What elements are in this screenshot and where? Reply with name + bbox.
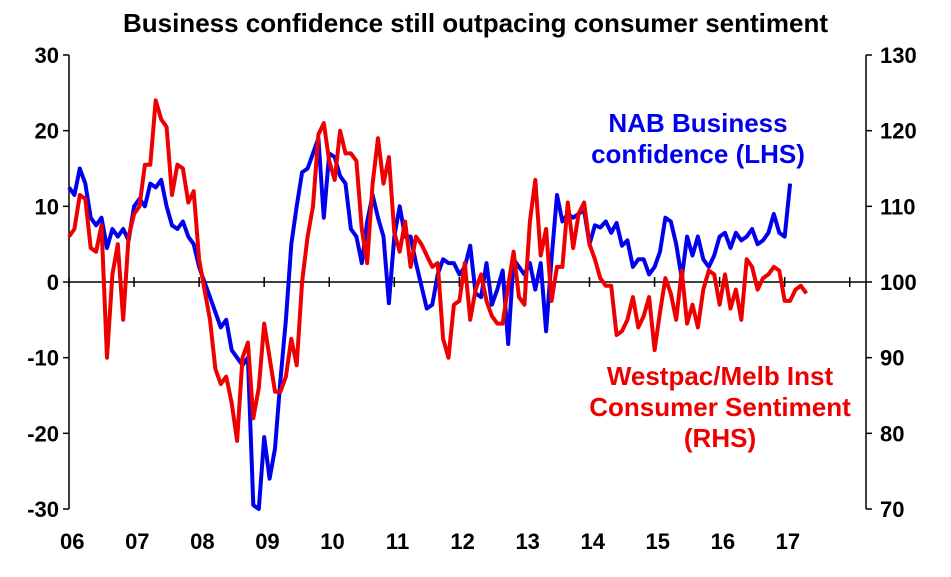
- series-line: [67, 98, 809, 443]
- x-tick-label: 08: [190, 529, 214, 554]
- series-label: Westpac/Melb Inst: [607, 361, 834, 391]
- x-tick-label: 09: [255, 529, 279, 554]
- y-right-tick-label: 100: [880, 270, 917, 295]
- y-right-tick-label: 80: [880, 421, 904, 446]
- y-left-tick-label: 20: [35, 119, 59, 144]
- series-label: Consumer Sentiment: [589, 392, 851, 422]
- x-tick-label: 06: [60, 529, 84, 554]
- y-left-tick-label: -10: [27, 346, 59, 371]
- series-label: confidence (LHS): [591, 139, 805, 169]
- x-tick-label: 07: [125, 529, 149, 554]
- y-left-tick-label: -30: [27, 497, 59, 522]
- chart-title: Business confidence still outpacing cons…: [122, 8, 829, 38]
- x-tick-label: 12: [450, 529, 474, 554]
- y-right-tick-label: 90: [880, 346, 904, 371]
- x-tick-label: 10: [320, 529, 344, 554]
- y-right-tick-label: 130: [880, 43, 917, 68]
- series-label: (RHS): [684, 423, 756, 453]
- x-tick-label: 13: [515, 529, 539, 554]
- y-left-tick-label: -20: [27, 421, 59, 446]
- series-label: NAB Business: [608, 108, 787, 138]
- y-right-tick-label: 70: [880, 497, 904, 522]
- x-tick-label: 16: [711, 529, 735, 554]
- y-left-tick-label: 30: [35, 43, 59, 68]
- x-tick-label: 14: [581, 529, 606, 554]
- x-tick-label: 11: [386, 529, 409, 554]
- y-left-tick-label: 10: [35, 194, 59, 219]
- y-right-tick-label: 110: [880, 194, 916, 219]
- x-tick-label: 15: [646, 529, 670, 554]
- x-tick-label: 17: [776, 529, 800, 554]
- y-right-tick-label: 120: [880, 119, 917, 144]
- y-left-tick-label: 0: [47, 270, 59, 295]
- series-line: [67, 136, 793, 511]
